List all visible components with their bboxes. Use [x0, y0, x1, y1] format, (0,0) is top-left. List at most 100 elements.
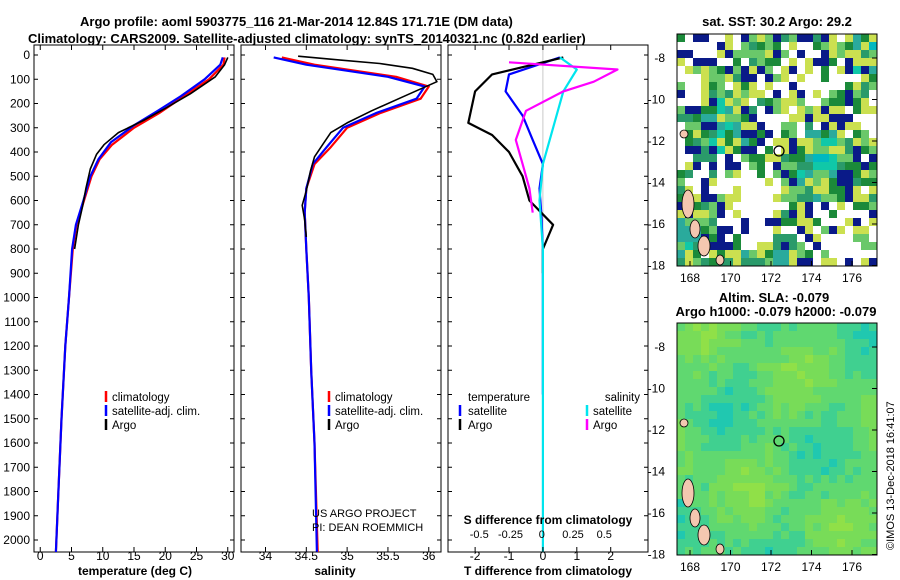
map-cell: [845, 387, 853, 395]
map-cell: [781, 363, 789, 371]
map-cell: [685, 234, 693, 242]
map-cell: [821, 435, 829, 443]
pi-annotation: PI: DEAN ROEMMICH: [312, 522, 423, 534]
map-cell: [757, 146, 765, 154]
map-cell: [757, 66, 765, 74]
map-cell: [869, 451, 877, 459]
map-cell: [797, 58, 805, 66]
map-cell: [869, 242, 877, 250]
map-cell: [709, 178, 717, 186]
map-cell: [725, 234, 733, 242]
map-cell: [837, 226, 845, 234]
map-cell: [765, 58, 773, 66]
map-cell: [757, 82, 765, 90]
map-cell: [733, 170, 741, 178]
map-cell: [829, 82, 837, 90]
map-cell: [845, 499, 853, 507]
map-cell: [725, 507, 733, 515]
map-cell: [757, 250, 765, 258]
map-cell: [869, 547, 877, 555]
map-cell: [861, 34, 869, 42]
map-cell: [773, 74, 781, 82]
map-cell: [725, 331, 733, 339]
map-cell: [797, 363, 805, 371]
map-cell: [789, 379, 797, 387]
map-cell: [749, 547, 757, 555]
island: [679, 418, 689, 428]
map-cell: [821, 186, 829, 194]
map-cell: [773, 130, 781, 138]
map-cell: [797, 210, 805, 218]
map-cell: [693, 323, 701, 331]
map-cell: [797, 419, 805, 427]
map-cell: [749, 74, 757, 82]
map-cell: [853, 170, 861, 178]
map-cell: [701, 146, 709, 154]
map-cell: [677, 339, 685, 347]
map-cell: [741, 395, 749, 403]
salinity-panel-frame: [240, 44, 442, 553]
map-cell: [805, 331, 813, 339]
map-cell: [701, 58, 709, 66]
map-cell: [741, 226, 749, 234]
map-cell: [821, 242, 829, 250]
map-cell: [781, 122, 789, 130]
map-cell: [685, 218, 693, 226]
map-cell: [837, 34, 845, 42]
map-cell: [837, 210, 845, 218]
map-cell: [821, 194, 829, 202]
map-cell: [765, 130, 773, 138]
map-cell: [789, 483, 797, 491]
sla-map: [677, 323, 877, 563]
depth-tick-label: 2000: [3, 533, 30, 547]
map-cell: [789, 523, 797, 531]
map-cell: [853, 162, 861, 170]
map-cell: [837, 323, 845, 331]
map-cell: [789, 371, 797, 379]
x-tick-label: 35: [340, 549, 354, 563]
map-cell: [861, 483, 869, 491]
map-cell: [821, 355, 829, 363]
map-cell: [837, 515, 845, 523]
map-cell: [845, 218, 853, 226]
salinity-legend: climatology satellite-adj. clim. Argo: [327, 391, 423, 432]
map-cell: [693, 347, 701, 355]
map-cell: [693, 451, 701, 459]
argo-location-marker: [773, 435, 785, 447]
map-cell: [829, 226, 837, 234]
map-cell: [717, 186, 725, 194]
map-cell: [693, 122, 701, 130]
map-cell: [805, 74, 813, 82]
map-cell: [829, 467, 837, 475]
map-cell: [845, 411, 853, 419]
map-cell: [693, 90, 701, 98]
map-cell: [693, 379, 701, 387]
map-cell: [749, 435, 757, 443]
map-cell: [861, 114, 869, 122]
map-cell: [765, 347, 773, 355]
map-cell: [693, 435, 701, 443]
map-cell: [829, 395, 837, 403]
map-cell: [701, 170, 709, 178]
map-cell: [733, 162, 741, 170]
map-cell: [813, 258, 821, 266]
map-cell: [805, 483, 813, 491]
map-cell: [717, 459, 725, 467]
map-cell: [781, 419, 789, 427]
map-cell: [869, 122, 877, 130]
map-cell: [805, 66, 813, 74]
map-cell: [773, 339, 781, 347]
map-cell: [733, 106, 741, 114]
map-cell: [781, 42, 789, 50]
map-cell: [789, 226, 797, 234]
map-cell: [845, 162, 853, 170]
map-cell: [709, 42, 717, 50]
map-cell: [805, 178, 813, 186]
map-cell: [701, 50, 709, 58]
map-cell: [797, 130, 805, 138]
map-cell: [845, 74, 853, 82]
map-cell: [701, 555, 709, 563]
map-cell: [709, 339, 717, 347]
map-cell: [773, 250, 781, 258]
map-cell: [869, 435, 877, 443]
